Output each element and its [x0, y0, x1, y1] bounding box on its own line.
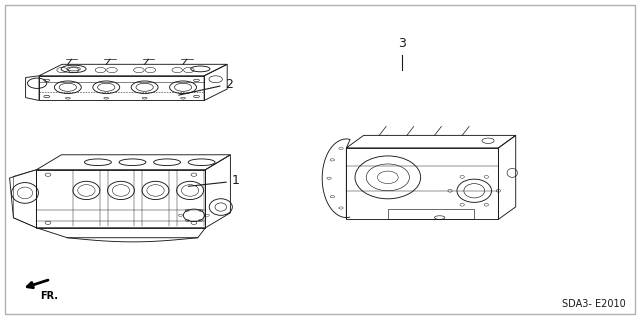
Text: 3: 3 — [398, 37, 406, 50]
Text: 1: 1 — [232, 174, 239, 187]
Text: SDA3- E2010: SDA3- E2010 — [562, 300, 626, 309]
Text: FR.: FR. — [40, 291, 58, 301]
Text: 2: 2 — [225, 78, 233, 91]
